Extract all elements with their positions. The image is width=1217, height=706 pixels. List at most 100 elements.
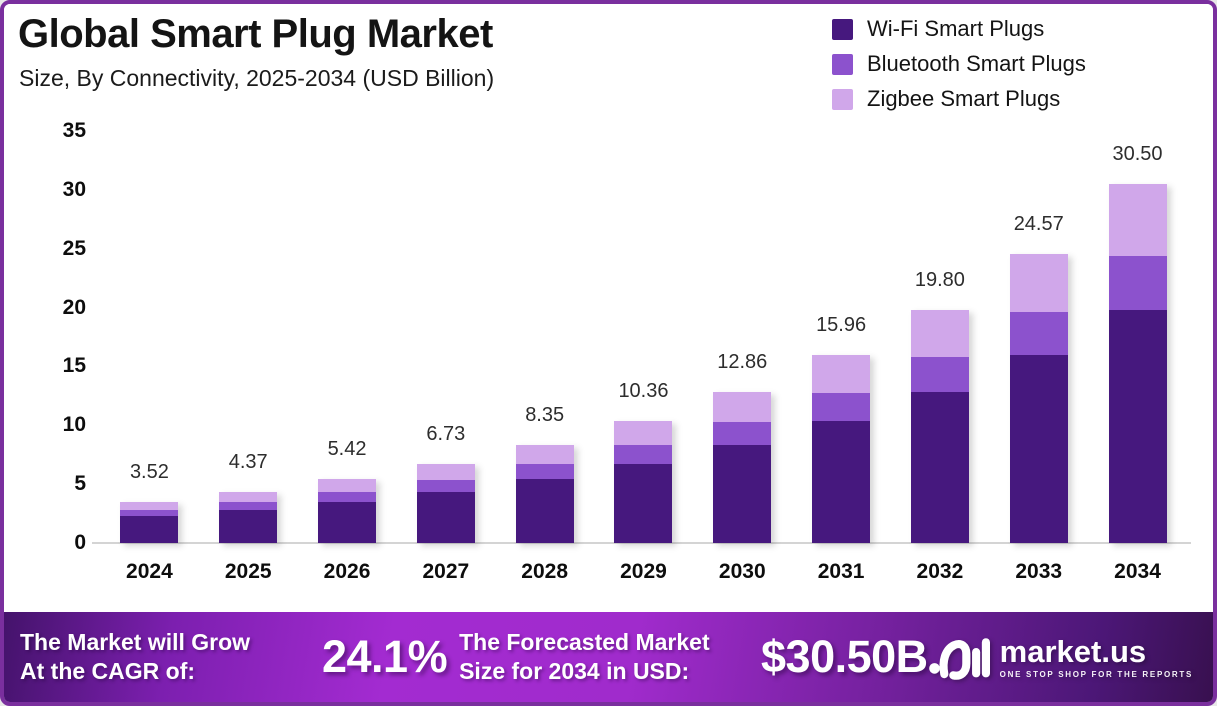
bar-segment-zigbee-smart-plugs [614, 421, 673, 446]
bar-segment-bluetooth-smart-plugs [219, 501, 278, 510]
brand-text-block: market.us ONE STOP SHOP FOR THE REPORTS [1000, 636, 1193, 679]
bar-segment-bluetooth-smart-plugs [713, 421, 772, 445]
bar-total-label: 24.57 [1013, 212, 1064, 235]
bar-total-label: 3.52 [129, 460, 169, 483]
bar-total-label: 12.86 [717, 350, 768, 373]
cagr-label-line2: At the CAGR of: [20, 658, 196, 684]
forecast-value: $30.50B [761, 631, 928, 682]
x-tick-label: 2034 [1114, 560, 1161, 583]
cagr-label: The Market will Grow At the CAGR of: [20, 628, 308, 687]
stacked-bar [1009, 253, 1068, 543]
bar-segment-wi-fi-smart-plugs [515, 479, 574, 543]
bar-segment-bluetooth-smart-plugs [1009, 311, 1068, 356]
bar-group: 12.86 [693, 131, 792, 543]
legend-item: Zigbee Smart Plugs [832, 86, 1086, 112]
y-tick-label: 5 [74, 472, 86, 496]
stacked-bar [219, 491, 278, 543]
chart-section: Global Smart Plug Market Size, By Connec… [4, 4, 1213, 612]
legend-label: Bluetooth Smart Plugs [867, 51, 1086, 76]
stacked-bar [812, 355, 871, 543]
bar-segment-zigbee-smart-plugs [1009, 253, 1068, 312]
y-axis: 0 5 10 15 20 25 30 35 [24, 119, 86, 554]
cagr-value: 24.1% [321, 631, 448, 682]
x-axis-line [92, 542, 1191, 544]
bar-segment-wi-fi-smart-plugs [318, 501, 377, 543]
bar-segment-bluetooth-smart-plugs [515, 464, 574, 480]
forecast-label: The Forecasted Market Size for 2034 in U… [459, 628, 751, 687]
legend-item: Bluetooth Smart Plugs [832, 51, 1086, 77]
bar-segment-wi-fi-smart-plugs [120, 516, 179, 543]
bar-group: 3.52 [100, 131, 199, 543]
bar-segment-wi-fi-smart-plugs [416, 491, 475, 543]
bar-segment-wi-fi-smart-plugs [1108, 309, 1167, 543]
bar-segment-bluetooth-smart-plugs [1108, 255, 1167, 310]
chart-subtitle: Size, By Connectivity, 2025-2034 (USD Bi… [19, 65, 495, 91]
bar-total-label: 5.42 [327, 438, 367, 461]
y-tick-label: 10 [62, 413, 86, 437]
x-tick-label: 2032 [916, 560, 964, 583]
x-tick-label: 2033 [1015, 560, 1063, 583]
stacked-bar [1108, 184, 1167, 543]
stacked-bar [713, 391, 772, 543]
bar-segment-zigbee-smart-plugs [120, 501, 179, 510]
bar-segment-wi-fi-smart-plugs [910, 391, 969, 543]
x-tick-label: 2024 [126, 560, 173, 583]
bar-segment-zigbee-smart-plugs [1108, 184, 1167, 256]
bar-segment-zigbee-smart-plugs [515, 444, 574, 465]
bar-total-label: 15.96 [816, 314, 867, 337]
legend-swatch [832, 53, 853, 75]
bar-segment-wi-fi-smart-plugs [614, 463, 673, 543]
legend-swatch [832, 88, 853, 110]
bar-segment-zigbee-smart-plugs [219, 491, 278, 502]
x-tick-label: 2031 [817, 560, 865, 583]
bar-group: 6.73 [396, 131, 495, 543]
x-tick-label: 2030 [718, 560, 766, 583]
x-tick-label: 2028 [521, 560, 569, 583]
stacked-bar [120, 501, 179, 543]
bar-chart: 3.52 4.37 5.42 6.73 8.35 10.36 12.86 15.96 19.80… [100, 131, 1187, 543]
marketus-logo: market.us ONE STOP SHOP FOR THE REPORTS [928, 630, 1193, 684]
bar-segment-bluetooth-smart-plugs [318, 492, 377, 502]
bar-total-label: 10.36 [618, 380, 669, 403]
stacked-bar [614, 421, 673, 543]
forecast-label-line2: Size for 2034 in USD: [459, 658, 690, 684]
bar-segment-zigbee-smart-plugs [713, 391, 772, 422]
bar-segment-wi-fi-smart-plugs [713, 444, 772, 543]
bar-total-label: 4.37 [228, 450, 268, 473]
bar-group: 15.96 [792, 131, 891, 543]
bar-segment-zigbee-smart-plugs [910, 309, 969, 357]
bar-segment-bluetooth-smart-plugs [120, 509, 179, 517]
bar-segment-bluetooth-smart-plugs [614, 445, 673, 464]
stacked-bar [318, 479, 377, 543]
legend-label: Wi-Fi Smart Plugs [867, 16, 1045, 41]
bar-total-label: 19.80 [914, 268, 965, 291]
stacked-bar [416, 463, 475, 543]
brand-name: market.us [999, 633, 1147, 669]
bar-total-label: 8.35 [525, 403, 565, 426]
y-tick-label: 25 [62, 236, 86, 260]
bar-segment-bluetooth-smart-plugs [910, 356, 969, 392]
bar-group: 19.80 [891, 131, 990, 543]
legend-item: Wi-Fi Smart Plugs [832, 16, 1086, 42]
x-tick-label: 2025 [224, 560, 272, 583]
y-tick-label: 35 [62, 119, 86, 142]
bar-group: 10.36 [594, 131, 693, 543]
bar-segment-wi-fi-smart-plugs [219, 509, 278, 543]
bar-segment-bluetooth-smart-plugs [416, 479, 475, 492]
bar-segment-wi-fi-smart-plugs [1009, 355, 1068, 543]
page-title: Global Smart Plug Market [18, 12, 493, 56]
plot-area: 3.52 4.37 5.42 6.73 8.35 10.36 12.86 15.96 19.80… [100, 131, 1187, 543]
bar-segment-bluetooth-smart-plugs [812, 392, 871, 421]
y-tick-label: 15 [62, 354, 86, 378]
marketus-logo-icon [928, 638, 990, 680]
bar-group: 4.37 [199, 131, 298, 543]
y-tick-label: 20 [62, 295, 86, 319]
bar-segment-zigbee-smart-plugs [812, 355, 871, 393]
stacked-bar [515, 444, 574, 543]
bar-group: 8.35 [495, 131, 594, 543]
x-tick-label: 2026 [323, 560, 371, 583]
bar-total-label: 6.73 [426, 422, 466, 445]
bar-group: 5.42 [298, 131, 397, 543]
forecast-label-line1: The Forecasted Market [459, 628, 710, 655]
